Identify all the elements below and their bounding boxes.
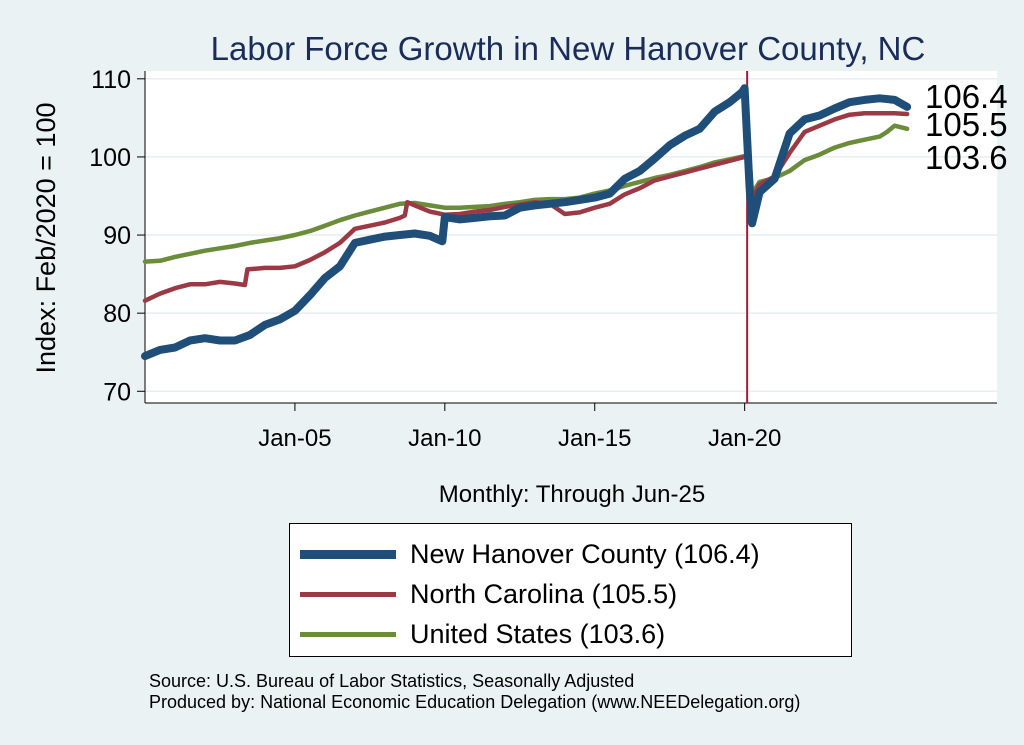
legend-label-new-hanover: New Hanover County (106.4)	[410, 538, 760, 569]
x-tick-label: Jan-10	[408, 425, 481, 452]
y-tick-label: 100	[89, 144, 131, 172]
y-tick-label: 90	[103, 222, 131, 250]
legend-swatch-united-states	[300, 631, 396, 637]
legend-item-united-states: United States (103.6)	[300, 616, 665, 652]
producer-note: Produced by: National Economic Education…	[149, 692, 801, 712]
legend-swatch-new-hanover	[300, 549, 396, 559]
chart-title: Labor Force Growth in New Hanover County…	[211, 30, 926, 67]
x-tick-label: Jan-05	[258, 425, 331, 452]
end-label: 105.5	[925, 106, 1008, 143]
series-line-0	[141, 84, 912, 361]
y-axis-ticks: 70 80 90 100 110	[89, 66, 145, 406]
legend-swatch-north-carolina	[300, 591, 396, 597]
source-note: Source: U.S. Bureau of Labor Statistics,…	[149, 671, 635, 691]
series-line-2	[142, 123, 910, 264]
x-axis-label: Monthly: Through Jun-25	[439, 481, 705, 508]
x-tick-label: Jan-15	[558, 425, 631, 452]
legend: New Hanover County (106.4) North Carolin…	[289, 523, 852, 657]
series-lines	[141, 84, 912, 361]
end-label: 106.4	[925, 78, 1008, 115]
x-tick-label: Jan-20	[708, 425, 781, 452]
x-axis-ticks: Jan-05 Jan-10 Jan-15 Jan-20	[258, 403, 781, 452]
y-tick-label: 110	[91, 66, 131, 94]
y-axis-label: Index: Feb/2020 = 100	[31, 103, 61, 374]
legend-item-north-carolina: North Carolina (105.5)	[300, 576, 677, 612]
y-tick-label: 80	[103, 300, 131, 328]
y-tick-label: 70	[103, 378, 131, 406]
legend-label-united-states: United States (103.6)	[410, 618, 666, 649]
gridlines	[145, 78, 997, 393]
legend-label-north-carolina: North Carolina (105.5)	[410, 578, 678, 609]
end-label: 103.6	[925, 139, 1008, 176]
legend-item-new-hanover: New Hanover County (106.4)	[300, 536, 760, 572]
footer-notes: Source: U.S. Bureau of Labor Statistics,…	[149, 671, 800, 713]
plot-area	[145, 71, 997, 403]
